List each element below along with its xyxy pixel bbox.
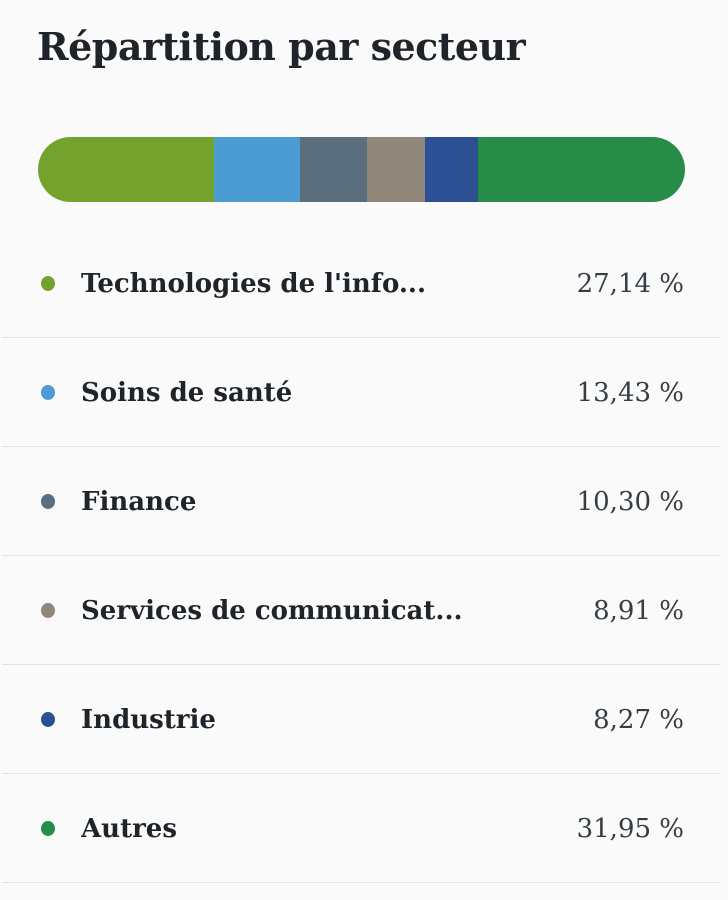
legend-value: 27,14 % <box>576 268 684 299</box>
color-dot-icon <box>41 494 55 509</box>
color-dot-icon <box>41 821 55 836</box>
legend-row[interactable]: Soins de santé 13,43 % <box>0 338 728 447</box>
legend-row[interactable]: Services de communicat... 8,91 % <box>0 556 728 665</box>
bar-segment[interactable] <box>478 137 685 202</box>
legend-label: Finance <box>81 486 197 517</box>
legend-label: Industrie <box>81 704 216 735</box>
legend-value: 10,30 % <box>576 486 684 517</box>
legend-label: Autres <box>81 813 177 844</box>
bar-segment[interactable] <box>424 137 479 202</box>
legend-value: 8,91 % <box>593 595 684 626</box>
legend-value: 8,27 % <box>593 704 684 735</box>
legend-value: 31,95 % <box>576 813 684 844</box>
bar-segment[interactable] <box>300 137 368 202</box>
legend-value: 13,43 % <box>576 377 684 408</box>
legend-row[interactable]: Autres 31,95 % <box>0 774 728 883</box>
legend-row[interactable]: Industrie 8,27 % <box>0 665 728 774</box>
legend-row[interactable]: Finance 10,30 % <box>0 447 728 556</box>
sector-legend: Technologies de l'info... 27,14 % Soins … <box>0 229 728 883</box>
legend-row[interactable]: Technologies de l'info... 27,14 % <box>0 229 728 338</box>
legend-label: Technologies de l'info... <box>81 268 427 299</box>
allocation-bar-wrap <box>38 137 685 202</box>
bar-segment[interactable] <box>213 137 301 202</box>
bar-segment[interactable] <box>38 137 214 202</box>
color-dot-icon <box>41 385 55 400</box>
color-dot-icon <box>41 603 55 618</box>
page-title: Répartition par secteur <box>37 24 526 69</box>
bar-segment[interactable] <box>367 137 425 202</box>
color-dot-icon <box>41 712 55 727</box>
legend-label: Soins de santé <box>81 377 293 408</box>
legend-label: Services de communicat... <box>81 595 463 626</box>
sector-allocation-bar <box>38 137 685 202</box>
color-dot-icon <box>41 276 55 291</box>
